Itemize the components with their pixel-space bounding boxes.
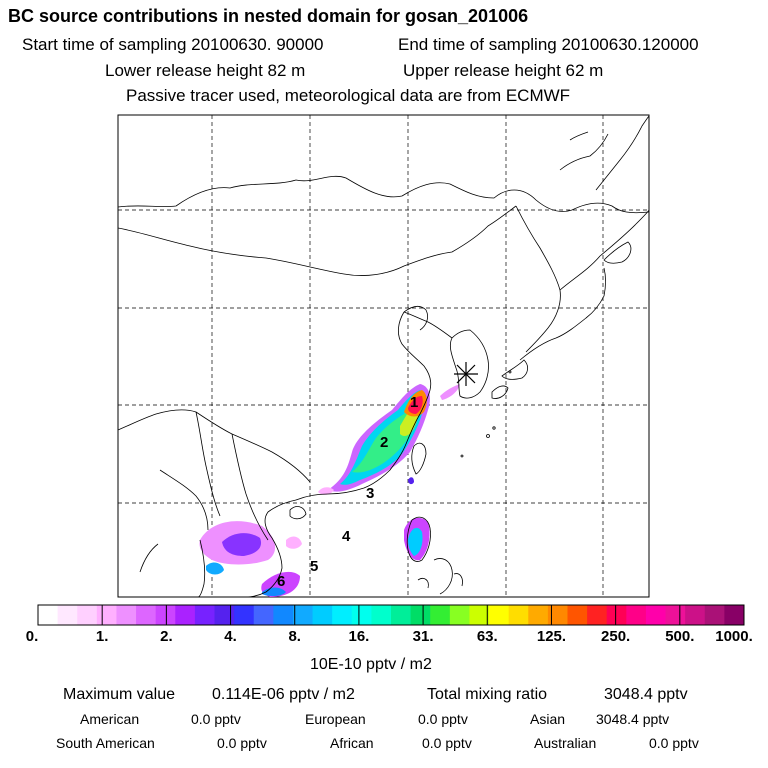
contrib-african-label: African — [330, 735, 374, 751]
region-label-1: 1 — [410, 394, 419, 411]
colorbar-tick-label: 1. — [95, 628, 109, 645]
colorbar-tick-label: 1000. — [715, 628, 753, 645]
colorbar-cell — [194, 605, 215, 625]
colorbar-tick-label: 8. — [288, 628, 301, 645]
colorbar-tick-label: 16. — [348, 628, 370, 645]
contrib-asian-value: 3048.4 pptv — [596, 711, 670, 727]
plot-title: BC source contributions in nested domain… — [8, 6, 529, 26]
region-label-5: 5 — [310, 558, 319, 575]
receptor-marker — [454, 362, 478, 386]
contrib-australian-value: 0.0 pptv — [649, 735, 699, 751]
colorbar-cell — [626, 605, 647, 625]
colorbar-tick-label: 4. — [224, 628, 237, 645]
region-label-4: 4 — [342, 528, 351, 545]
colorbar-cell — [410, 605, 431, 625]
colorbar-cell — [567, 605, 588, 625]
upper-release-height: Upper release height 62 m — [403, 61, 604, 80]
contrib-south-american-value: 0.0 pptv — [217, 735, 267, 751]
contrib-european-value: 0.0 pptv — [418, 711, 468, 727]
colorbar-cell — [253, 605, 274, 625]
coastlines — [118, 115, 649, 597]
total-mixing-ratio-label: Total mixing ratio — [427, 686, 548, 703]
colorbar-tick-label: 250. — [601, 628, 631, 645]
colorbar-cell — [273, 605, 294, 625]
contrib-asian-label: Asian — [530, 711, 566, 727]
colorbar-cell — [704, 605, 725, 625]
contrib-south-american-label: South American — [56, 735, 155, 751]
colorbar-cell — [528, 605, 549, 625]
concentration-plume — [199, 384, 460, 597]
colorbar-tick-label: 0. — [25, 628, 39, 645]
region-label-3: 3 — [366, 485, 375, 502]
colorbar-cell — [489, 605, 510, 625]
colorbar-cell — [96, 605, 117, 625]
colorbar-cell — [312, 605, 333, 625]
region-label-2: 2 — [380, 434, 389, 451]
colorbar-cell — [724, 605, 745, 625]
colorbar-cell — [508, 605, 529, 625]
colorbar-cell — [116, 605, 137, 625]
colorbar-cell — [645, 605, 667, 625]
start-time: Start time of sampling 20100630. 90000 — [22, 35, 324, 54]
colorbar-cell — [391, 605, 412, 625]
colorbar-cell — [332, 605, 353, 625]
colorbar-tick-label: 2. — [160, 628, 173, 645]
end-time: End time of sampling 20100630.120000 — [398, 35, 699, 54]
colorbar-cell — [587, 605, 608, 625]
lower-release-height: Lower release height 82 m — [105, 61, 306, 80]
colorbar-cell — [214, 605, 235, 625]
contrib-american-label: American — [80, 711, 140, 727]
region-label-6: 6 — [277, 573, 286, 590]
colorbar-cell — [547, 605, 568, 625]
colorbar-cell — [371, 605, 392, 625]
lat-lon-grid — [118, 115, 649, 597]
colorbar-cell — [38, 605, 59, 625]
tracer-note: Passive tracer used, meteorological data… — [126, 86, 571, 105]
colorbar-cell — [606, 605, 627, 625]
colorbar-tick-label: 31. — [412, 628, 434, 645]
colorbar-units: 10E-10 pptv / m2 — [310, 656, 432, 673]
colorbar-tick-label: 125. — [536, 628, 567, 645]
colorbar-cell — [77, 605, 98, 625]
colorbar-cell — [292, 605, 314, 625]
colorbar-cell — [665, 605, 686, 625]
colorbar-cell — [155, 605, 176, 625]
colorbar-cell — [175, 605, 196, 625]
contrib-african-value: 0.0 pptv — [422, 735, 472, 751]
contrib-american-value: 0.0 pptv — [191, 711, 241, 727]
total-mixing-ratio-value: 3048.4 pptv — [604, 686, 688, 703]
colorbar-cell — [57, 605, 78, 625]
contrib-european-label: European — [305, 711, 366, 727]
colorbar-cell — [136, 605, 157, 625]
max-value: 0.114E-06 pptv / m2 — [212, 686, 355, 703]
colorbar-tick-label: 500. — [665, 628, 695, 645]
colorbar-cell — [449, 605, 470, 625]
colorbar-cell — [234, 605, 255, 625]
contrib-australian-label: Australian — [534, 735, 597, 751]
max-value-label: Maximum value — [63, 686, 176, 703]
colorbar-tick-label: 63. — [476, 628, 498, 645]
colorbar-cell — [469, 605, 490, 625]
colorbar-cell — [685, 605, 706, 625]
colorbar-cell — [351, 605, 372, 625]
colorbar-cell — [430, 605, 451, 625]
